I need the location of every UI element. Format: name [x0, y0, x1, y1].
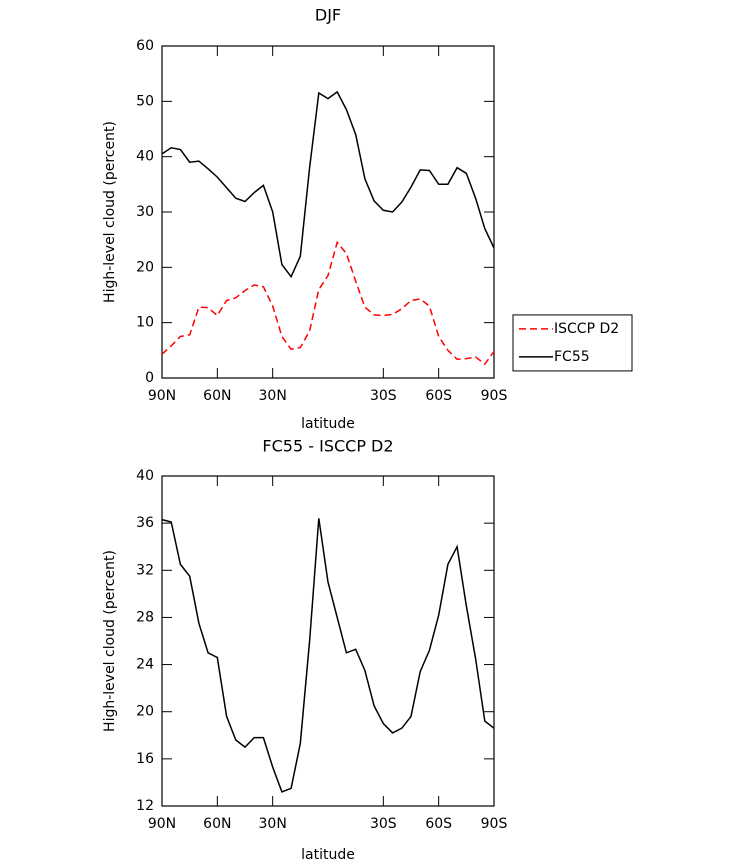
y-tick-label: 50 — [136, 93, 154, 109]
y-tick-label: 30 — [136, 204, 154, 220]
y-tick-label: 12 — [136, 798, 154, 814]
x-tick-label: 90N — [148, 816, 176, 832]
y-tick-label: 24 — [136, 657, 154, 673]
chart-title: FC55 - ISCCP D2 — [262, 437, 393, 456]
x-axis-label: latitude — [301, 847, 355, 863]
x-tick-label: 30S — [370, 388, 397, 404]
y-tick-label: 32 — [136, 562, 154, 578]
x-tick-label: 60N — [203, 816, 231, 832]
x-tick-label: 90N — [148, 388, 176, 404]
x-tick-label: 90S — [481, 816, 508, 832]
data-line — [161, 240, 495, 366]
y-tick-label: 10 — [136, 315, 154, 331]
legend-label: ISCCP D2 — [554, 321, 619, 337]
y-tick-label: 20 — [136, 259, 154, 275]
plot-frame — [161, 45, 495, 379]
y-tick-label: 20 — [136, 704, 154, 720]
x-axis-label: latitude — [301, 416, 355, 432]
data-line — [161, 90, 495, 279]
x-tick-label: 90S — [481, 388, 508, 404]
x-tick-label: 60S — [425, 388, 452, 404]
x-tick-label: 60S — [425, 816, 452, 832]
y-tick-label: 0 — [145, 370, 154, 386]
y-axis-label: High-level cloud (percent) — [102, 550, 118, 732]
y-tick-label: 40 — [136, 468, 154, 484]
x-tick-label: 30N — [259, 388, 287, 404]
y-tick-label: 60 — [136, 38, 154, 54]
y-tick-label: 40 — [136, 149, 154, 165]
y-tick-label: 16 — [136, 751, 154, 767]
x-tick-label: 30S — [370, 816, 397, 832]
plot-frame — [161, 475, 495, 807]
x-tick-label: 60N — [203, 388, 231, 404]
y-tick-label: 28 — [136, 609, 154, 625]
legend-label: FC55 — [554, 349, 590, 365]
legend-box — [512, 314, 633, 372]
chart-title: DJF — [315, 6, 341, 25]
data-line — [161, 518, 495, 793]
y-tick-label: 36 — [136, 515, 154, 531]
y-axis-label: High-level cloud (percent) — [102, 121, 118, 303]
x-tick-label: 30N — [259, 816, 287, 832]
